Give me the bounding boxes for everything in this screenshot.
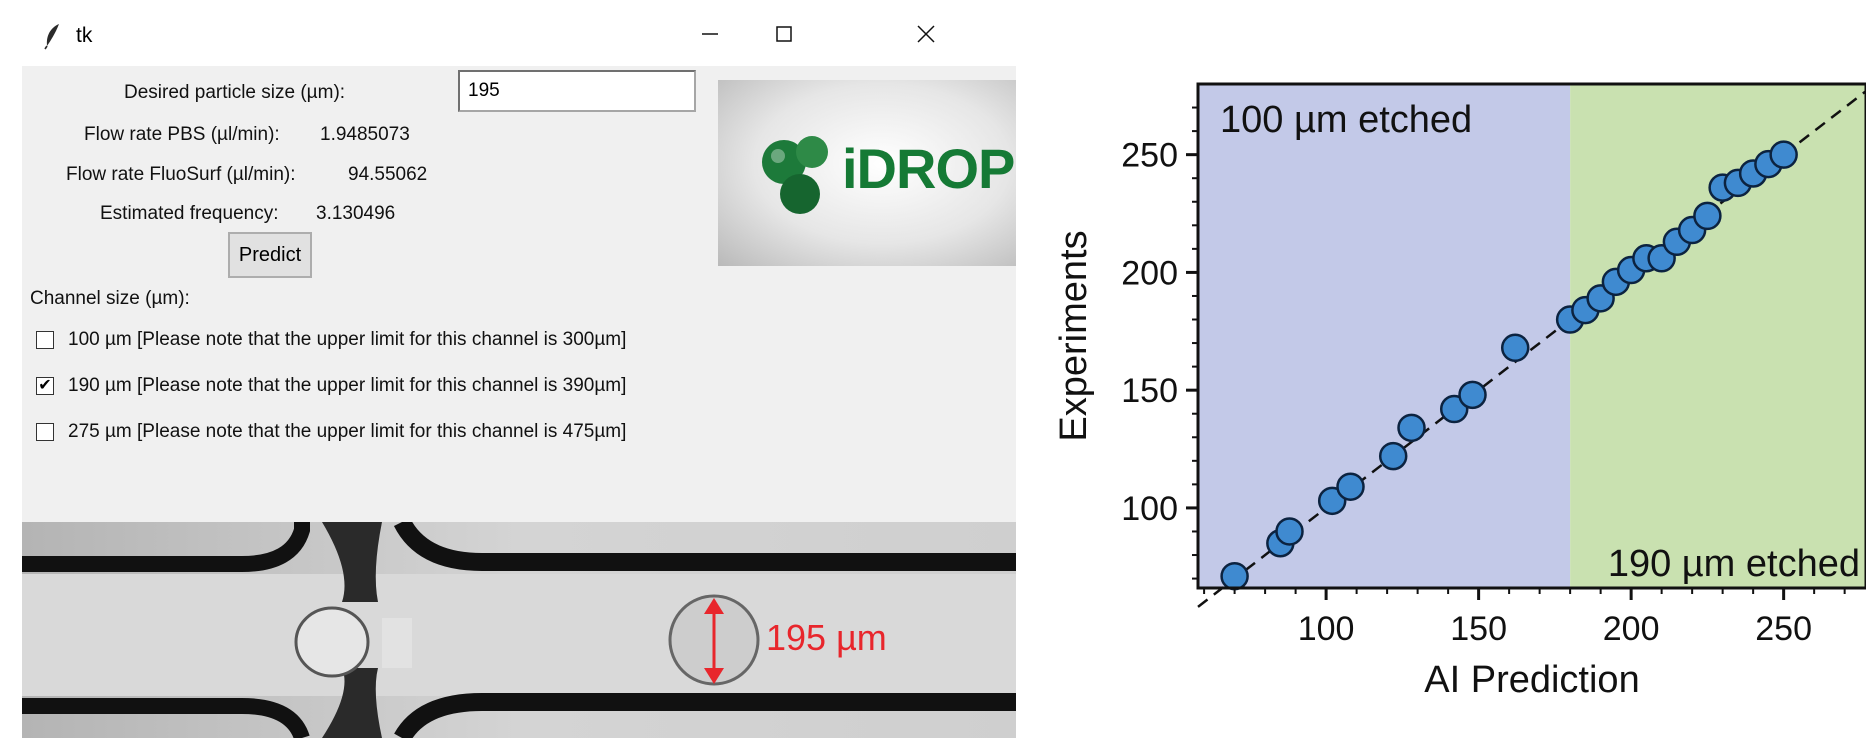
checkbox-190[interactable]: ✔ xyxy=(36,377,54,395)
channel-100-option[interactable]: 100 µm [Please note that the upper limit… xyxy=(36,326,626,354)
pbs-flow-value: 1.9485073 xyxy=(320,124,410,145)
particle-size-input[interactable] xyxy=(458,70,696,112)
x-axis-label: AI Prediction xyxy=(1424,659,1639,701)
minimize-button[interactable] xyxy=(678,14,742,54)
minimize-icon xyxy=(702,33,718,35)
fluosurf-flow-label: Flow rate FluoSurf (µl/min): xyxy=(66,164,296,185)
y-axis-label: Experiments xyxy=(1053,230,1095,441)
particle-size-label: Desired particle size (µm): xyxy=(124,82,346,103)
window-title: tk xyxy=(76,24,93,47)
maximize-icon xyxy=(776,26,792,42)
pbs-flow-label: Flow rate PBS (µl/min): xyxy=(84,124,280,145)
x-tick-label: 200 xyxy=(1603,610,1660,648)
channel-size-label: Channel size (µm): xyxy=(30,288,190,309)
y-tick-label: 250 xyxy=(1121,137,1178,175)
checkbox-275[interactable] xyxy=(36,423,54,441)
data-point xyxy=(1275,517,1304,546)
droplets-icon xyxy=(762,136,828,214)
channel-100-label: 100 µm [Please note that the upper limit… xyxy=(68,329,627,350)
close-icon xyxy=(917,25,935,43)
channel-275-option[interactable]: 275 µm [Please note that the upper limit… xyxy=(36,418,626,446)
checkbox-100[interactable] xyxy=(36,331,54,349)
frequency-value: 3.130496 xyxy=(316,203,396,224)
idrop-logo: iDROP xyxy=(718,80,1016,266)
feather-icon xyxy=(44,24,59,50)
data-point xyxy=(1458,380,1487,410)
y-tick-label: 200 xyxy=(1121,254,1178,292)
maximize-button[interactable] xyxy=(752,14,816,54)
data-point xyxy=(1336,472,1365,501)
data-point xyxy=(1220,561,1249,591)
plot-frame xyxy=(1196,82,1866,590)
channel-190-option[interactable]: ✔ 190 µm [Please note that the upper lim… xyxy=(36,372,626,400)
region-label-100: 100 µm etched xyxy=(1220,99,1472,141)
droplet-micrograph: 195 µm xyxy=(22,522,1016,738)
predict-button[interactable]: Predict xyxy=(228,232,312,278)
checkmark-icon: ✔ xyxy=(38,377,52,394)
prediction-chart: 100 150 200 250 100 150 200 250 100 µm etched 1… xyxy=(1030,0,1866,738)
x-tick-label: 250 xyxy=(1755,610,1812,648)
y-tick-label: 100 xyxy=(1121,490,1178,528)
y-tick-label: 150 xyxy=(1121,372,1178,410)
region-1 xyxy=(1570,84,1866,588)
data-point xyxy=(1397,413,1426,443)
region-label-190: 190 µm etched xyxy=(1608,543,1860,585)
logo-text: iDROP xyxy=(842,137,1015,200)
chart-svg: 100 150 200 250 100 150 200 250 100 µm etched 1… xyxy=(1053,82,1866,701)
title-bar: tk xyxy=(22,0,1016,66)
fluosurf-flow-value: 94.55062 xyxy=(348,164,428,185)
droplet-size-annotation: 195 µm xyxy=(766,617,887,658)
channel-275-label: 275 µm [Please note that the upper limit… xyxy=(68,421,627,442)
frequency-label: Estimated frequency: xyxy=(100,203,279,224)
data-point xyxy=(1769,140,1798,169)
x-tick-label: 150 xyxy=(1450,610,1507,648)
channel-190-label: 190 µm [Please note that the upper limit… xyxy=(68,375,627,396)
close-button[interactable] xyxy=(894,14,958,54)
data-point xyxy=(1500,333,1530,363)
x-tick-label: 100 xyxy=(1298,610,1355,648)
tk-window: tk Desired particle size (µm): Flow rate… xyxy=(22,0,1016,738)
micrograph-image: 195 µm xyxy=(22,522,1016,738)
data-point xyxy=(1378,441,1408,471)
data-point xyxy=(1693,201,1722,231)
